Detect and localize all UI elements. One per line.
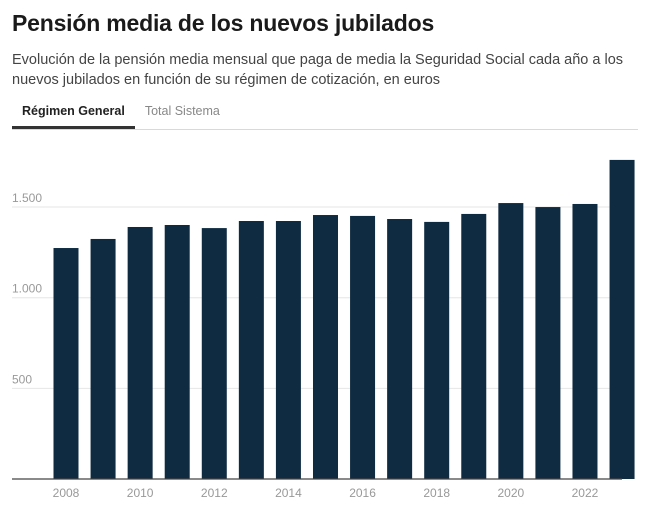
y-tick-label: 500 xyxy=(12,372,32,386)
bars xyxy=(53,159,635,480)
bar-2021[interactable] xyxy=(535,207,561,480)
y-tick-label: 1.500 xyxy=(12,191,42,205)
x-tick-label: 2014 xyxy=(275,486,302,500)
bar-2017[interactable] xyxy=(387,219,413,479)
bar-2016[interactable] xyxy=(350,215,376,479)
bar-2013[interactable] xyxy=(238,221,264,479)
bar-2014[interactable] xyxy=(275,221,301,479)
bar-2015[interactable] xyxy=(312,215,338,479)
chart-subtitle: Evolución de la pensión media mensual qu… xyxy=(12,52,624,88)
bar-2020[interactable] xyxy=(498,203,524,479)
bar-2008[interactable] xyxy=(53,248,79,479)
bar-2009[interactable] xyxy=(90,238,116,479)
x-axis-ticks: 2008 2010 2012 2014 2016 2018 2020 2022 xyxy=(53,486,599,500)
bar-2019[interactable] xyxy=(461,213,487,479)
x-tick-label: 2022 xyxy=(572,486,599,500)
y-tick-label: 1.000 xyxy=(12,282,42,296)
bar-2022[interactable] xyxy=(572,203,598,479)
tab-bar: Régimen General Total Sistema xyxy=(12,100,638,130)
chart-title: Pensión media de los nuevos jubilados xyxy=(12,10,435,36)
x-tick-label: 2018 xyxy=(423,486,450,500)
x-tick-label: 2016 xyxy=(349,486,376,500)
x-tick-label: 2012 xyxy=(201,486,228,500)
bar-2010[interactable] xyxy=(127,226,153,479)
x-tick-label: 2010 xyxy=(127,486,154,500)
bar-2012[interactable] xyxy=(201,228,227,479)
bar-2011[interactable] xyxy=(164,224,190,479)
bar-2023[interactable] xyxy=(609,159,635,480)
tab-total-sistema[interactable]: Total Sistema xyxy=(144,104,220,118)
bar-2018[interactable] xyxy=(424,221,450,479)
tab-regimen-general[interactable]: Régimen General xyxy=(12,100,135,129)
x-tick-label: 2008 xyxy=(53,486,80,500)
x-tick-label: 2020 xyxy=(497,486,524,500)
y-axis-ticks: 500 1.000 1.500 xyxy=(12,191,42,386)
